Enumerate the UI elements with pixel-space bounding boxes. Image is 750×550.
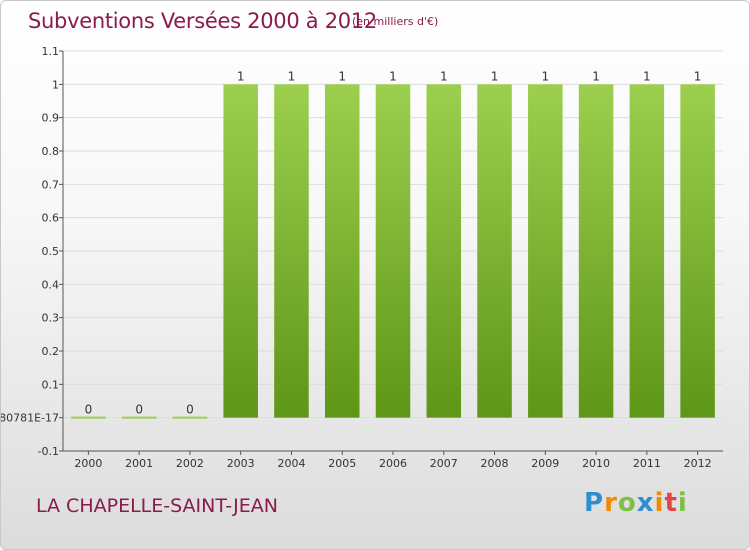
bar	[71, 416, 106, 419]
bar	[274, 84, 309, 418]
x-tick-label: 2004	[277, 457, 305, 470]
axes	[59, 50, 723, 455]
bar	[528, 84, 563, 418]
commune-name: LA CHAPELLE-SAINT-JEAN	[36, 495, 278, 517]
y-tick-labels: -0.1 1.387778780781E-17 0.1 0.2 0.3 0.4 0.5 0.6…	[1, 45, 59, 458]
data-label: 1	[694, 69, 702, 83]
chart-title: Subventions Versées 2000 à 2012	[28, 9, 377, 33]
x-tick-label: 2011	[633, 457, 661, 470]
y-tick-label: 0.2	[42, 345, 60, 358]
data-label: 0	[186, 403, 194, 417]
bar	[172, 416, 208, 419]
y-tick-label: 0.3	[42, 312, 60, 325]
y-tick-label: 0.1	[42, 378, 60, 391]
data-label: 1	[288, 69, 296, 83]
x-tick-label: 2005	[328, 457, 356, 470]
proxiti-logo: Proxiti	[584, 488, 688, 518]
bar	[223, 84, 258, 418]
x-tick-label: 2006	[379, 457, 407, 470]
data-label: 1	[491, 69, 499, 83]
x-tick-label: 2003	[227, 457, 255, 470]
data-label: 0	[85, 403, 93, 417]
data-label: 1	[338, 69, 346, 83]
x-tick-label: 2008	[481, 457, 509, 470]
bar	[680, 84, 715, 418]
y-tick-label: 0.5	[42, 245, 60, 258]
y-tick-label: 0.7	[42, 178, 60, 191]
data-label: 1	[643, 69, 651, 83]
bar	[629, 84, 665, 418]
data-label: 1	[592, 69, 600, 83]
bar	[426, 84, 462, 418]
data-label: 1	[440, 69, 448, 83]
x-tick-label: 2010	[582, 457, 610, 470]
bar	[578, 84, 614, 418]
x-tick-label: 2012	[684, 457, 712, 470]
bar	[477, 84, 512, 418]
bar	[324, 84, 360, 418]
x-tick-label: 2007	[430, 457, 458, 470]
bar	[121, 416, 157, 419]
bars	[71, 84, 715, 419]
x-tick-labels: 2000 2001 2002 2003 2004 2005 2006 2007 2008 2009…	[74, 457, 711, 470]
y-tick-label: 0.4	[42, 278, 60, 291]
y-tick-label: 0.9	[42, 112, 60, 125]
y-tick-label: 0.8	[42, 145, 60, 158]
data-label: 1	[541, 69, 549, 83]
data-label: 1	[389, 69, 397, 83]
data-label: 0	[135, 403, 143, 417]
x-tick-label: 2009	[531, 457, 559, 470]
data-label: 1	[237, 69, 245, 83]
x-tick-label: 2002	[176, 457, 204, 470]
data-labels: 0 0 0 1 1 1 1 1 1 1 1 1 1	[85, 69, 702, 416]
y-tick-label: 1.387778780781E-17	[1, 412, 59, 425]
x-tick-label: 2001	[125, 457, 153, 470]
unit-label: (en milliers d'€)	[352, 15, 439, 28]
bar	[375, 84, 411, 418]
y-tick-label: -0.1	[38, 445, 59, 458]
x-tick-label: 2000	[74, 457, 102, 470]
y-tick-label: 1	[52, 78, 59, 91]
y-tick-label: 1.1	[42, 45, 60, 58]
y-tick-label: 0.6	[42, 212, 60, 225]
